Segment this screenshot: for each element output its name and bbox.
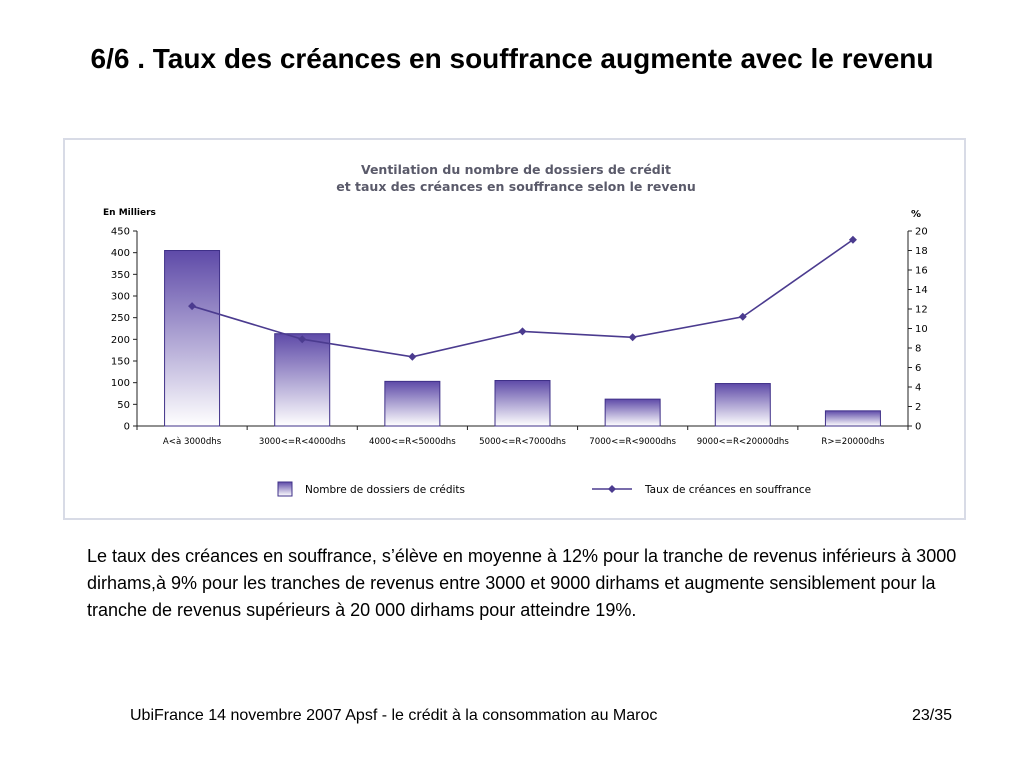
x-axis-tick-label: R>=20000dhs	[821, 437, 885, 447]
legend-line-label: Taux de créances en souffrance	[644, 484, 811, 496]
x-axis-tick-label: 9000<=R<20000dhs	[697, 437, 790, 447]
rate-point	[298, 335, 307, 344]
footer-source: UbiFrance 14 novembre 2007 Apsf - le cré…	[130, 707, 658, 724]
left-axis-tick-label: 200	[111, 335, 130, 346]
rate-point	[848, 235, 857, 244]
footer-page-number: 23/35	[912, 707, 953, 724]
left-axis-tick-label: 100	[111, 378, 130, 389]
left-axis-tick-label: 150	[111, 357, 130, 368]
legend-line-marker	[608, 485, 616, 493]
combo-chart: Ventilation du nombre de dossiers de cré…	[103, 162, 928, 497]
x-axis-tick-label: A<à 3000dhs	[163, 437, 222, 447]
right-axis-tick-label: 18	[915, 246, 928, 257]
right-axis-tick-label: 2	[915, 402, 921, 413]
body-text: Le taux des créances en souffrance, s’él…	[87, 546, 957, 620]
left-axis-tick-label: 0	[124, 422, 130, 433]
chart-frame: Ventilation du nombre de dossiers de cré…	[63, 138, 966, 520]
chart-title-line1: Ventilation du nombre de dossiers de cré…	[361, 162, 671, 177]
legend-bar-swatch	[277, 481, 293, 497]
left-axis-tick-label: 50	[117, 400, 130, 411]
bar	[824, 410, 881, 427]
rate-point	[518, 327, 527, 336]
right-axis-tick-label: 16	[915, 266, 928, 277]
right-axis-tick-label: 20	[915, 227, 928, 238]
right-axis-unit: %	[911, 209, 921, 220]
legend-bar-label: Nombre de dossiers de crédits	[305, 484, 465, 496]
bar	[494, 380, 551, 427]
right-axis-tick-label: 4	[915, 383, 921, 394]
right-axis-tick-label: 8	[915, 344, 921, 355]
right-axis-tick-label: 14	[915, 285, 928, 296]
bar	[384, 380, 441, 427]
x-axis-tick-label: 7000<=R<9000dhs	[589, 437, 676, 447]
right-axis-tick-label: 12	[915, 305, 928, 316]
right-axis-tick-label: 0	[915, 422, 921, 433]
left-axis-tick-label: 300	[111, 292, 130, 303]
right-axis-tick-label: 6	[915, 363, 921, 374]
left-axis-tick-label: 350	[111, 270, 130, 281]
left-axis-tick-label: 400	[111, 248, 130, 259]
chart-title-line2: et taux des créances en souffrance selon…	[336, 179, 696, 194]
rate-point	[738, 312, 747, 321]
bar	[714, 383, 771, 427]
bar	[274, 333, 331, 427]
left-axis-tick-label: 250	[111, 313, 130, 324]
left-axis-tick-label: 450	[111, 227, 130, 238]
x-axis-tick-label: 5000<=R<7000dhs	[479, 437, 566, 447]
right-axis-tick-label: 10	[915, 324, 928, 335]
bar	[604, 398, 661, 427]
bar	[164, 250, 221, 427]
x-axis-tick-label: 3000<=R<4000dhs	[259, 437, 346, 447]
rate-point	[408, 352, 417, 361]
rate-point	[188, 302, 197, 311]
left-axis-unit: En Milliers	[103, 208, 156, 218]
rate-point	[628, 333, 637, 342]
slide-title: 6/6 . Taux des créances en souffrance au…	[90, 43, 934, 74]
x-axis-tick-label: 4000<=R<5000dhs	[369, 437, 456, 447]
